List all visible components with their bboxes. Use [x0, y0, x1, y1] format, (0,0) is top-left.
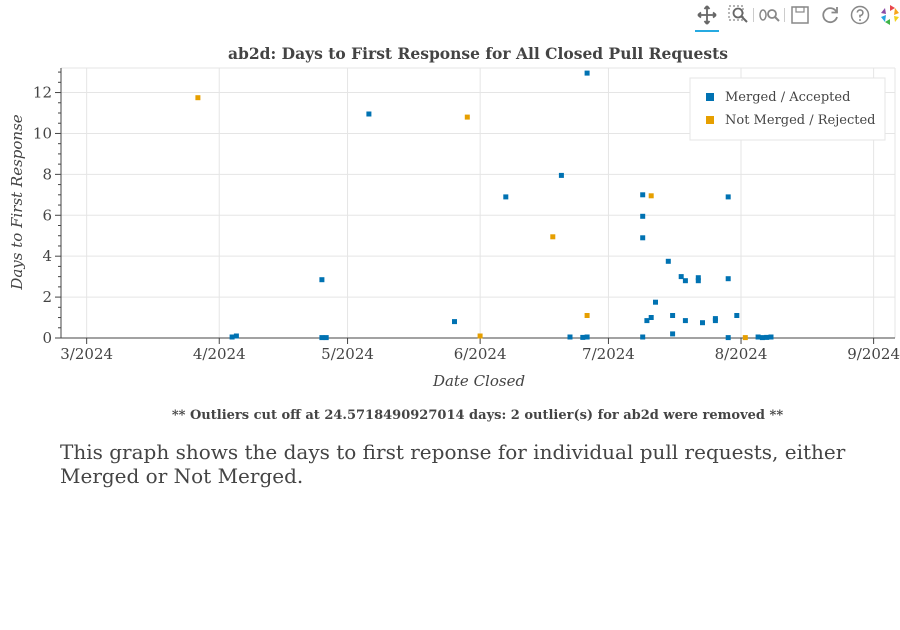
pan-tool-button[interactable] — [695, 3, 719, 32]
x-tick-label: 3/2024 — [60, 345, 113, 363]
point-merged — [558, 172, 564, 178]
point-merged — [584, 334, 590, 340]
point-not-merged — [550, 234, 556, 240]
wheel-zoom-tool-button[interactable] — [757, 3, 781, 27]
y-tick-label: 4 — [42, 247, 52, 265]
x-tick-label: 5/2024 — [321, 345, 374, 363]
point-merged — [682, 318, 688, 324]
point-merged — [640, 334, 646, 340]
save-tool-button[interactable] — [788, 3, 812, 27]
scatter-chart: ab2d: Days to First Response for All Clo… — [8, 44, 900, 390]
legend-label-not-merged: Not Merged / Rejected — [725, 113, 875, 128]
legend-swatch-not-merged — [706, 116, 714, 124]
help-tool-button[interactable] — [848, 3, 872, 27]
save-icon — [791, 6, 809, 24]
point-merged — [695, 275, 701, 281]
point-merged — [366, 111, 372, 117]
point-merged — [764, 334, 770, 340]
plot-toolbar — [680, 0, 900, 32]
x-tick-label: 8/2024 — [715, 345, 768, 363]
point-merged — [665, 258, 671, 264]
data-points — [195, 70, 774, 341]
point-merged — [755, 334, 761, 340]
point-merged — [584, 70, 590, 76]
reset-icon — [822, 7, 838, 24]
point-merged — [768, 334, 774, 340]
legend-swatch-merged — [706, 93, 714, 101]
point-not-merged — [648, 193, 654, 199]
help-icon — [850, 5, 870, 25]
point-merged — [319, 335, 325, 341]
point-merged — [725, 194, 731, 200]
y-tick-label: 8 — [42, 165, 52, 183]
box-zoom-tool-button[interactable] — [726, 3, 750, 27]
point-merged — [682, 278, 688, 284]
point-merged — [567, 334, 573, 340]
pan-icon — [697, 5, 717, 25]
point-merged — [323, 335, 329, 341]
x-tick-label: 9/2024 — [847, 345, 900, 363]
y-tick-label: 10 — [33, 124, 52, 142]
bokeh-logo-icon — [881, 5, 899, 25]
point-not-merged — [584, 313, 590, 318]
point-merged — [670, 313, 676, 318]
point-not-merged — [742, 335, 748, 341]
point-merged — [503, 194, 509, 200]
chart-title: ab2d: Days to First Response for All Clo… — [228, 44, 728, 63]
y-tick-label: 12 — [33, 84, 52, 102]
x-axis-label: Date Closed — [432, 372, 525, 390]
point-merged — [233, 333, 239, 339]
bokeh-logo-button[interactable] — [878, 3, 900, 27]
legend: Merged / Accepted Not Merged / Rejected — [689, 77, 886, 141]
point-not-merged — [464, 114, 470, 120]
point-merged — [700, 320, 705, 326]
point-merged — [640, 235, 646, 241]
x-tick-label: 6/2024 — [454, 345, 507, 363]
point-merged — [648, 315, 654, 320]
point-merged — [734, 313, 740, 318]
point-merged — [695, 278, 701, 284]
point-merged — [319, 277, 325, 283]
point-merged — [640, 213, 646, 219]
point-not-merged — [477, 333, 483, 339]
point-merged — [640, 192, 646, 198]
outlier-footnote: ** Outliers cut off at 24.5718490927014 … — [171, 408, 784, 423]
point-merged — [653, 299, 658, 305]
point-merged — [712, 318, 718, 324]
point-merged — [229, 334, 235, 340]
reset-tool-button[interactable] — [818, 3, 842, 27]
chart-caption: This graph shows the days to first repon… — [60, 440, 846, 488]
y-tick-label: 0 — [42, 329, 52, 347]
y-axis-label: Days to First Response — [8, 114, 26, 290]
point-merged — [725, 276, 731, 282]
point-merged — [452, 319, 457, 325]
y-tick-label: 6 — [42, 206, 52, 224]
legend-box — [689, 77, 886, 141]
x-tick-label: 4/2024 — [193, 345, 246, 363]
box-zoom-icon — [728, 5, 748, 23]
y-tick-label: 2 — [42, 288, 52, 306]
x-tick-label: 7/2024 — [582, 345, 635, 363]
legend-label-merged: Merged / Accepted — [725, 90, 850, 105]
grid-lines — [61, 67, 896, 338]
point-merged — [644, 318, 650, 324]
point-merged — [759, 335, 765, 341]
point-merged — [725, 335, 731, 341]
point-merged — [670, 331, 676, 337]
point-merged — [678, 274, 684, 280]
point-not-merged — [195, 95, 201, 101]
wheel-zoom-icon — [759, 9, 780, 22]
point-merged — [580, 334, 586, 340]
